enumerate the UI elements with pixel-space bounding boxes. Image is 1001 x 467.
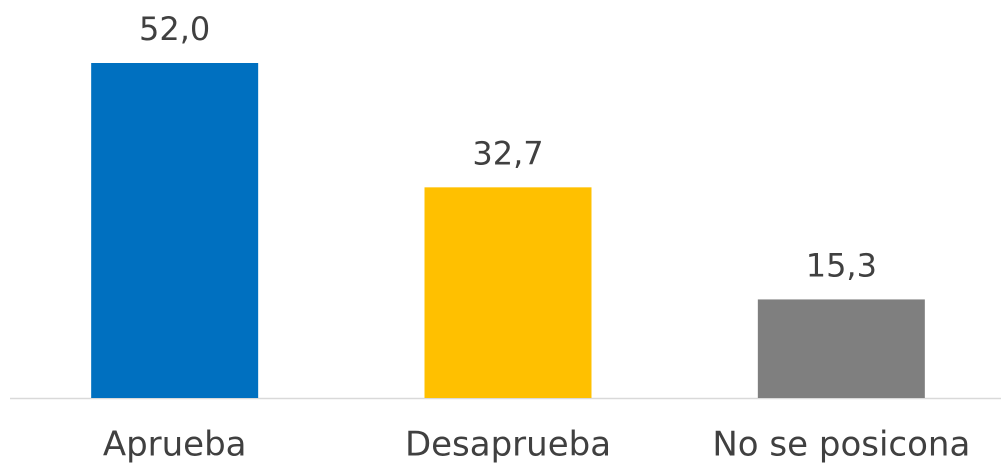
data-label: 32,7: [472, 134, 543, 172]
x-tick-label: Desaprueba: [405, 425, 611, 465]
data-label: 15,3: [806, 246, 877, 284]
bar: [91, 63, 259, 398]
data-label: 52,0: [139, 10, 210, 48]
bar: [424, 187, 592, 398]
x-tick-label: No se posicona: [712, 425, 970, 465]
x-tick-label: Aprueba: [103, 425, 247, 465]
bar: [757, 299, 925, 398]
